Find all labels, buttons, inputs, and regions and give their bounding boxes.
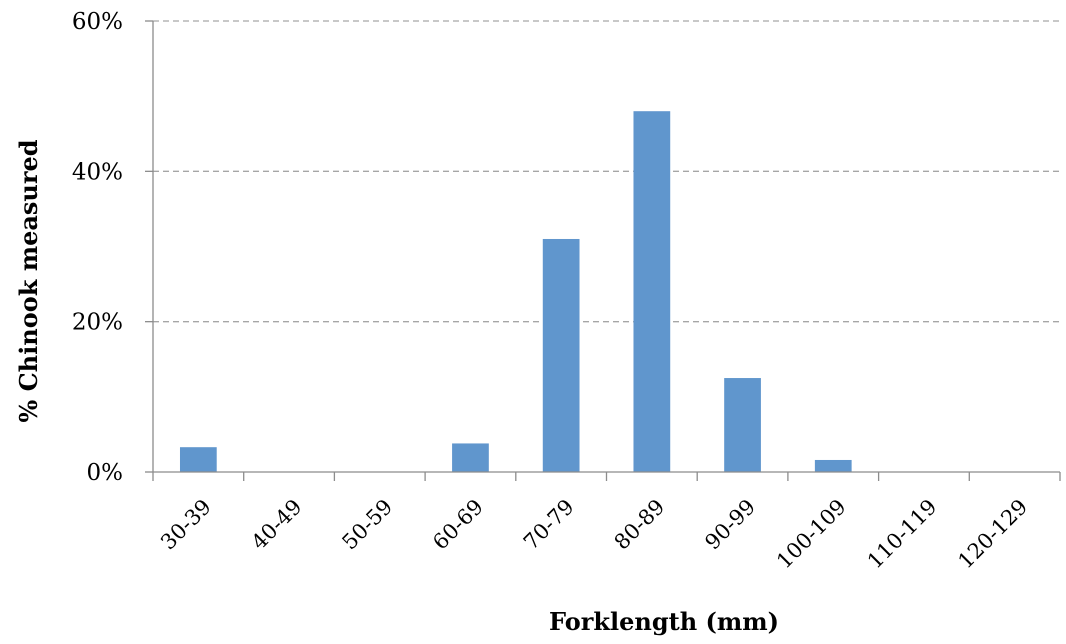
y-tick-labels: 0% 20% 40% 60% <box>72 9 123 486</box>
y-tick-label: 0% <box>87 460 124 486</box>
x-tick-label: 110-119 <box>863 495 942 574</box>
x-tick-label: 30-39 <box>156 495 216 555</box>
y-axis-title: % Chinook measured <box>14 139 43 422</box>
x-tick-label: 60-69 <box>428 495 488 555</box>
x-axis-title: Forklength (mm) <box>549 607 779 636</box>
x-tick-label: 40-49 <box>247 495 307 555</box>
x-tick-labels: 30-39 40-49 50-59 60-69 70-79 80-89 90-99 100-1… <box>156 495 1032 574</box>
y-tick-label: 60% <box>72 9 123 35</box>
x-tick-label: 90-99 <box>700 495 760 555</box>
x-tick-label: 100-109 <box>772 495 851 574</box>
bar-90-99 <box>724 378 761 472</box>
bars <box>179 111 852 472</box>
bar-70-79 <box>542 238 580 472</box>
x-tick-label: 50-59 <box>338 495 398 555</box>
x-tick-label: 120-129 <box>954 495 1033 574</box>
x-tick-label: 70-79 <box>519 495 579 555</box>
bar-100-109 <box>814 459 852 472</box>
y-tick-label: 40% <box>72 159 123 185</box>
bar-30-39 <box>179 447 217 472</box>
bar-60-69 <box>452 443 489 472</box>
gridlines <box>153 20 1060 323</box>
x-tick-label: 80-89 <box>610 495 670 555</box>
bar-80-89 <box>633 111 671 472</box>
axes <box>145 20 1061 481</box>
y-tick-label: 20% <box>72 310 123 336</box>
